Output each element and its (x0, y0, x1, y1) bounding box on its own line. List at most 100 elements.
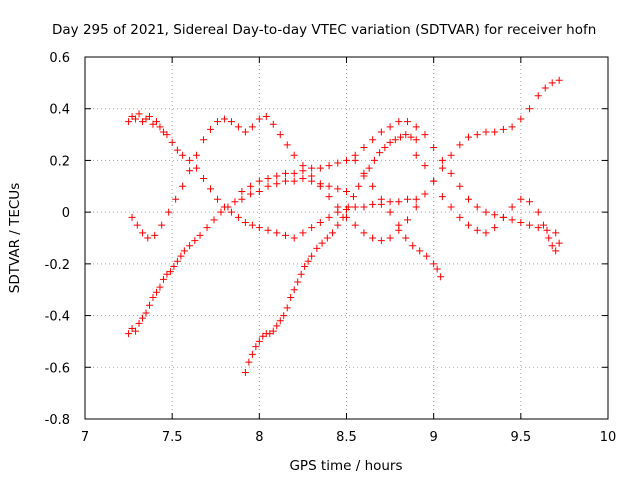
data-point (156, 283, 164, 291)
data-point (301, 262, 309, 270)
data-point (381, 144, 389, 151)
data-point (377, 195, 385, 203)
data-point (491, 224, 499, 232)
data-point (407, 133, 415, 141)
data-point (543, 226, 551, 234)
data-point (369, 234, 377, 242)
data-point (234, 123, 242, 131)
data-point (499, 213, 507, 221)
data-point (245, 358, 253, 366)
data-point (351, 203, 359, 211)
data-point (334, 203, 342, 211)
data-point (369, 182, 377, 190)
data-point (438, 156, 446, 164)
data-point (248, 221, 256, 229)
data-point (186, 167, 194, 175)
y-tick-label: 0 (62, 206, 70, 221)
data-point (377, 128, 385, 136)
data-point (125, 330, 133, 338)
data-point (269, 120, 277, 128)
data-point (412, 195, 420, 203)
data-point (290, 286, 298, 294)
data-point (186, 156, 194, 164)
data-point (360, 144, 368, 151)
data-point (386, 208, 394, 216)
data-point (273, 229, 281, 237)
data-point (456, 213, 464, 221)
data-point (193, 151, 201, 159)
data-point (526, 198, 534, 206)
x-tick-label: 8.5 (336, 430, 357, 445)
y-tick-label: -0.2 (45, 258, 70, 273)
data-point (255, 224, 263, 232)
data-point (217, 208, 225, 216)
data-point (349, 193, 357, 201)
data-point (329, 229, 337, 237)
data-point (491, 211, 499, 219)
data-point (473, 131, 481, 139)
y-tick-label: -0.8 (45, 413, 70, 428)
data-point (325, 162, 333, 170)
data-point (255, 337, 263, 345)
data-point (421, 162, 429, 170)
chart-title: Day 295 of 2021, Sidereal Day-to-day VTE… (52, 22, 596, 38)
data-points (125, 76, 563, 376)
data-point (304, 257, 312, 265)
data-point (238, 195, 246, 203)
data-point (179, 151, 187, 159)
data-point (191, 237, 199, 245)
x-tick-label: 8 (255, 430, 263, 445)
data-point (146, 112, 154, 120)
data-point (276, 131, 284, 139)
data-point (273, 180, 281, 188)
data-point (283, 141, 291, 149)
data-point (541, 84, 549, 92)
data-point (269, 327, 277, 335)
data-point (139, 229, 147, 237)
data-point (264, 175, 272, 183)
data-point (421, 131, 429, 139)
data-point (412, 203, 420, 211)
data-point (313, 244, 321, 252)
data-point (491, 128, 499, 136)
data-point (247, 190, 255, 198)
data-point (196, 231, 204, 239)
data-point (281, 169, 289, 177)
data-point (318, 239, 326, 247)
data-point (376, 149, 384, 157)
x-tick-label: 9 (430, 430, 438, 445)
x-axis-label: GPS time / hours (289, 458, 402, 474)
data-point (386, 138, 394, 146)
data-point (294, 278, 302, 286)
data-point (508, 203, 516, 211)
data-point (552, 247, 560, 255)
data-point (508, 123, 516, 131)
data-point (135, 110, 143, 118)
data-point (325, 213, 333, 221)
data-point (248, 123, 256, 131)
data-point (412, 136, 420, 144)
data-point (248, 350, 256, 358)
data-point (351, 221, 359, 229)
data-point (179, 182, 187, 190)
x-tick-label: 9.5 (510, 430, 531, 445)
data-point (526, 221, 534, 229)
data-point (283, 304, 291, 312)
data-point (200, 136, 208, 144)
data-point (430, 144, 438, 151)
data-point (395, 118, 403, 126)
data-point (412, 123, 420, 131)
data-point (281, 177, 289, 185)
data-point (548, 79, 556, 87)
data-point (152, 118, 160, 126)
data-point (465, 195, 473, 203)
data-point (334, 159, 342, 167)
data-point (193, 164, 201, 172)
data-point (456, 141, 464, 149)
data-point (548, 242, 556, 250)
data-point (299, 175, 307, 183)
data-point (262, 112, 270, 120)
data-point (241, 218, 249, 226)
data-point (343, 213, 350, 221)
y-tick-label: 0.6 (49, 51, 70, 66)
